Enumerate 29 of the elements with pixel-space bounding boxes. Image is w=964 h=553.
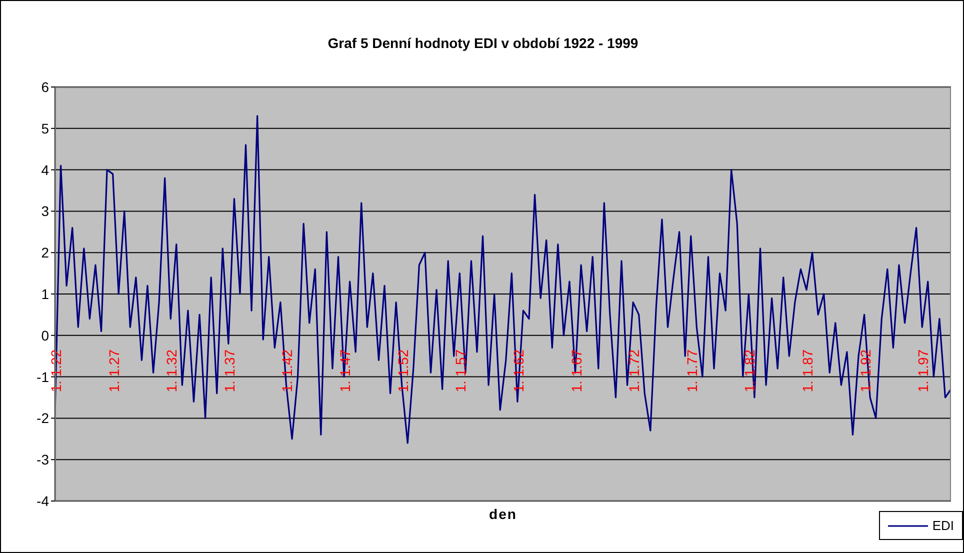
- y-tick-label: 2: [41, 244, 50, 261]
- y-tick-label: -2: [36, 410, 50, 426]
- x-tick-label: 1. 1.42: [279, 349, 296, 392]
- x-tick-label: 1. 1.37: [221, 349, 238, 392]
- y-tick-label: 3: [41, 203, 50, 220]
- x-tick-label: 1. 1.82: [742, 349, 758, 392]
- y-tick-label: 4: [41, 162, 50, 178]
- x-tick-label: 1. 1.52: [394, 349, 411, 392]
- chart-title: Graf 5 Denní hodnoty EDI v období 1922 - 1999: [326, 35, 640, 51]
- x-tick-label: 1. 1.67: [568, 349, 584, 392]
- y-tick-label: 0: [41, 327, 50, 344]
- y-tick-label: 5: [41, 120, 50, 136]
- legend-label: EDI: [932, 518, 954, 533]
- x-tick-label: 1. 1.77: [684, 349, 700, 392]
- x-tick-label: 1. 1.87: [799, 349, 816, 392]
- x-tick-label: 1. 1.62: [510, 349, 526, 392]
- y-tick-label: -1: [36, 368, 50, 385]
- y-tick-label: -4: [36, 492, 50, 509]
- x-tick-label: 1. 1.47: [337, 349, 354, 392]
- y-tick-label: -3: [36, 452, 50, 468]
- x-tick-label: 1. 1.72: [626, 349, 642, 392]
- x-tick-label: 1. 1.57: [452, 349, 469, 392]
- x-tick-label: 1. 1.32: [164, 349, 180, 392]
- y-tick-label: 6: [41, 78, 50, 95]
- y-tick-label: 1: [41, 286, 50, 302]
- x-tick-label: 1. 1.97: [915, 349, 932, 392]
- x-tick-label: 1. 1.27: [106, 349, 122, 392]
- x-tick-label: 1. 1.92: [857, 349, 874, 392]
- x-axis-title: den: [489, 506, 517, 522]
